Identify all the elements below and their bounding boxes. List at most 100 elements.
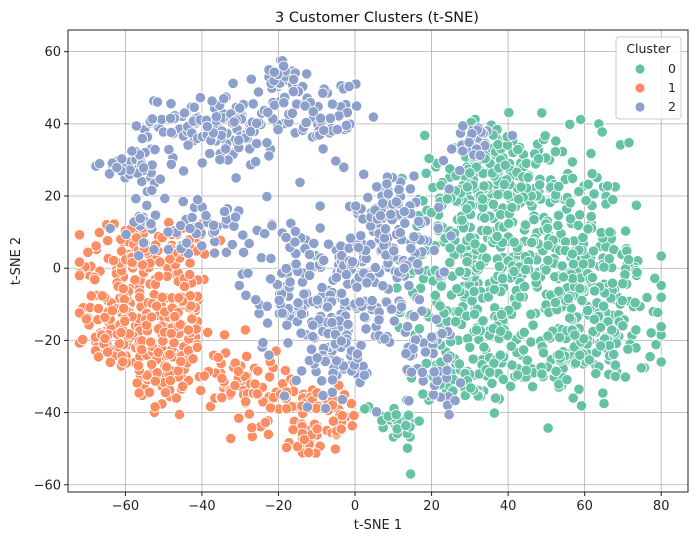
data-point <box>591 368 601 378</box>
data-point <box>203 327 213 337</box>
data-point <box>165 349 175 359</box>
data-point <box>587 169 597 179</box>
x-tick-label: 80 <box>653 499 670 514</box>
data-point <box>457 215 467 225</box>
data-point <box>164 144 174 154</box>
data-point <box>368 112 378 122</box>
data-point <box>323 239 333 249</box>
data-point <box>78 334 88 344</box>
data-point <box>503 190 513 200</box>
data-point <box>541 265 551 275</box>
data-point <box>496 309 506 319</box>
data-point <box>383 189 393 199</box>
data-point <box>543 423 553 433</box>
data-point <box>273 125 283 135</box>
data-point <box>241 351 251 361</box>
x-axis-label: t-SNE 1 <box>354 518 402 533</box>
data-point <box>103 347 113 357</box>
data-point <box>542 223 552 233</box>
data-point <box>414 295 424 305</box>
data-point <box>507 360 517 370</box>
data-point <box>521 158 531 168</box>
data-point <box>632 267 642 277</box>
data-point <box>150 402 160 412</box>
data-point <box>489 284 499 294</box>
data-point <box>155 257 165 267</box>
data-point <box>211 112 221 122</box>
data-point <box>264 350 274 360</box>
data-point <box>598 301 608 311</box>
data-point <box>487 378 497 388</box>
data-point <box>325 113 335 123</box>
data-point <box>189 102 199 112</box>
data-point <box>312 295 322 305</box>
data-point <box>504 107 514 117</box>
data-point <box>169 338 179 348</box>
data-point <box>173 366 183 376</box>
data-point <box>231 173 241 183</box>
data-point <box>312 424 322 434</box>
data-point <box>197 241 207 251</box>
data-point <box>386 209 396 219</box>
data-point <box>281 442 291 452</box>
data-point <box>653 307 663 317</box>
data-point <box>119 303 129 313</box>
data-point <box>577 295 587 305</box>
data-point <box>437 328 447 338</box>
data-point <box>356 231 366 241</box>
data-point <box>526 309 536 319</box>
data-point <box>589 286 599 296</box>
data-point <box>478 316 488 326</box>
data-point <box>235 103 245 113</box>
data-point <box>512 370 522 380</box>
data-point <box>631 200 641 210</box>
data-point <box>509 237 519 247</box>
data-point <box>281 404 291 414</box>
data-point <box>618 279 628 289</box>
data-point <box>378 198 388 208</box>
data-point <box>359 169 369 179</box>
data-point <box>636 363 646 373</box>
data-point <box>145 337 155 347</box>
data-point <box>208 220 218 230</box>
data-point <box>260 417 270 427</box>
data-point <box>624 138 634 148</box>
data-point <box>132 378 142 388</box>
data-point <box>176 356 186 366</box>
data-point <box>264 372 274 382</box>
data-point <box>405 184 415 194</box>
data-point <box>485 367 495 377</box>
data-point <box>339 162 349 172</box>
data-point <box>562 375 572 385</box>
data-point <box>166 127 176 137</box>
data-point <box>470 239 480 249</box>
data-point <box>94 159 104 169</box>
data-point <box>620 372 630 382</box>
data-point <box>444 409 454 419</box>
data-point <box>498 273 508 283</box>
data-point <box>405 469 415 479</box>
data-point <box>312 353 322 363</box>
data-point <box>444 184 454 194</box>
data-point <box>360 404 370 414</box>
data-point <box>166 159 176 169</box>
legend-title: Cluster <box>626 41 671 56</box>
data-point <box>465 342 475 352</box>
data-point <box>108 255 118 265</box>
data-point <box>288 74 298 84</box>
data-point <box>447 144 457 154</box>
chart-title: 3 Customer Clusters (t-SNE) <box>275 10 479 26</box>
data-point <box>226 433 236 443</box>
data-point <box>291 375 301 385</box>
data-point <box>550 147 560 157</box>
data-point <box>317 282 327 292</box>
data-point <box>174 293 184 303</box>
data-point <box>646 328 656 338</box>
data-point <box>253 366 263 376</box>
data-point <box>269 67 279 77</box>
data-point <box>409 171 419 181</box>
data-point <box>91 241 101 251</box>
data-point <box>105 223 115 233</box>
data-point <box>651 339 661 349</box>
data-point <box>183 325 193 335</box>
